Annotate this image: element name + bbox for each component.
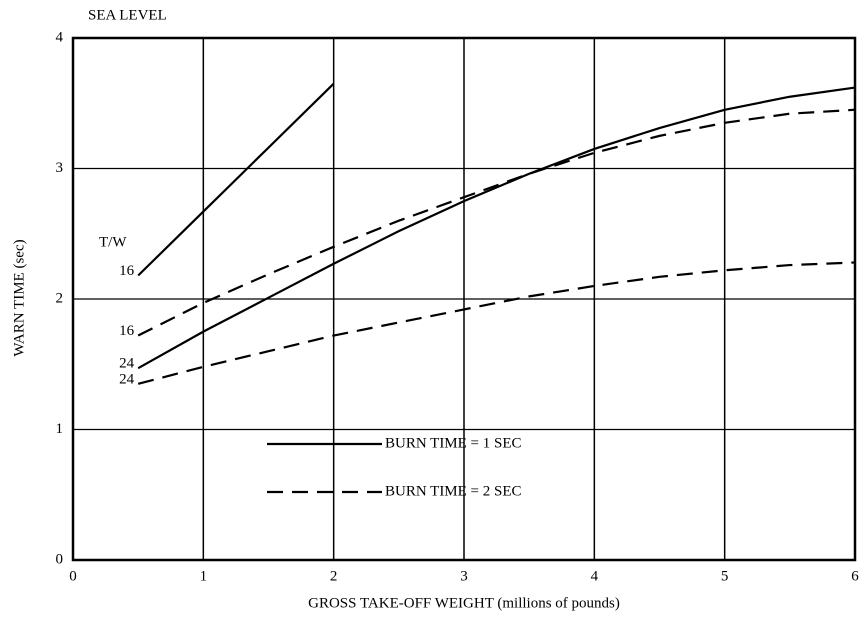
y-tick-label: 2 xyxy=(56,290,64,306)
y-tick-label: 1 xyxy=(56,421,64,437)
line-series xyxy=(137,82,335,277)
chart-title: SEA LEVEL xyxy=(88,7,167,23)
x-tick-label: 3 xyxy=(460,568,468,584)
line-series xyxy=(137,108,856,337)
x-tick-label: 5 xyxy=(721,568,729,584)
legend-label: BURN TIME = 2 SEC xyxy=(385,483,522,499)
y-tick-label: 3 xyxy=(56,160,64,176)
legend-label: BURN TIME = 1 SEC xyxy=(385,435,522,451)
x-tick-label: 6 xyxy=(851,568,859,584)
y-tick-label: 4 xyxy=(56,29,64,45)
y-axis-label: WARN TIME (sec) xyxy=(11,239,27,356)
line-series xyxy=(137,86,856,370)
series-label: 16 xyxy=(119,323,135,339)
series-label: 24 xyxy=(119,356,135,372)
series-label: 24 xyxy=(119,371,135,387)
x-tick-label: 4 xyxy=(591,568,599,584)
x-axis-label: GROSS TAKE-OFF WEIGHT (millions of pound… xyxy=(308,595,620,611)
x-tick-label: 2 xyxy=(330,568,338,584)
x-tick-label: 0 xyxy=(69,568,77,584)
annotation: T/W xyxy=(99,234,127,250)
plot-frame xyxy=(71,36,857,562)
series-label: 16 xyxy=(119,263,135,279)
x-tick-label: 1 xyxy=(200,568,208,584)
y-tick-label: 0 xyxy=(56,551,64,567)
line-series xyxy=(137,261,856,385)
